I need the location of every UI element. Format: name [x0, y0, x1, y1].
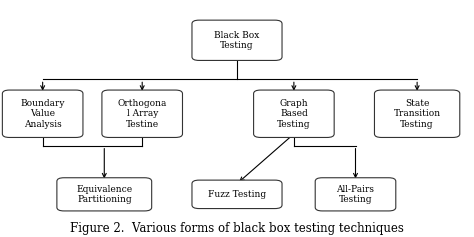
Text: Figure 2.  Various forms of black box testing techniques: Figure 2. Various forms of black box tes…: [70, 222, 404, 235]
Text: Fuzz Testing: Fuzz Testing: [208, 190, 266, 199]
Text: All-Pairs
Testing: All-Pairs Testing: [337, 185, 374, 204]
Text: State
Transition
Testing: State Transition Testing: [393, 99, 441, 129]
FancyBboxPatch shape: [102, 90, 182, 137]
Text: Boundary
Value
Analysis: Boundary Value Analysis: [20, 99, 65, 129]
Text: Orthogona
l Array
Testine: Orthogona l Array Testine: [118, 99, 167, 129]
Text: Equivalence
Partitioning: Equivalence Partitioning: [76, 185, 132, 204]
FancyBboxPatch shape: [57, 178, 152, 211]
FancyBboxPatch shape: [374, 90, 460, 137]
Text: Graph
Based
Testing: Graph Based Testing: [277, 99, 310, 129]
FancyBboxPatch shape: [2, 90, 83, 137]
FancyBboxPatch shape: [315, 178, 396, 211]
Text: Black Box
Testing: Black Box Testing: [214, 31, 260, 50]
FancyBboxPatch shape: [192, 180, 282, 209]
FancyBboxPatch shape: [192, 20, 282, 60]
FancyBboxPatch shape: [254, 90, 334, 137]
